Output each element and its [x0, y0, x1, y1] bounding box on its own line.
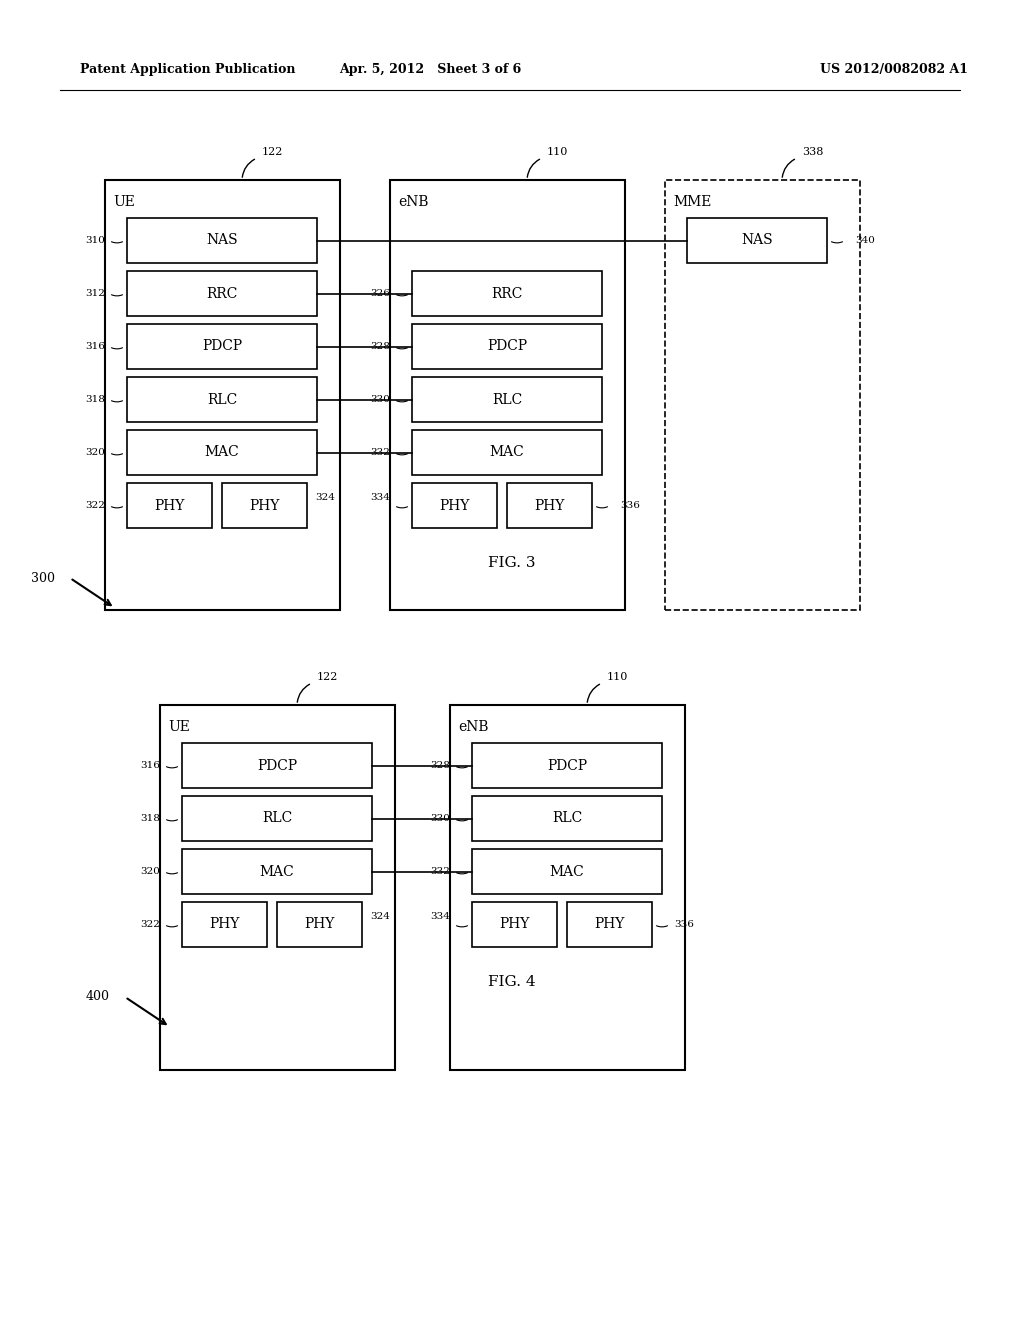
FancyBboxPatch shape — [472, 902, 557, 946]
Text: 320: 320 — [85, 447, 105, 457]
FancyBboxPatch shape — [412, 378, 602, 422]
Text: 312: 312 — [85, 289, 105, 298]
FancyBboxPatch shape — [472, 743, 662, 788]
FancyBboxPatch shape — [127, 378, 317, 422]
FancyBboxPatch shape — [278, 902, 362, 946]
Text: 336: 336 — [620, 502, 640, 510]
FancyBboxPatch shape — [390, 180, 625, 610]
Text: 334: 334 — [370, 492, 390, 502]
FancyBboxPatch shape — [450, 705, 685, 1071]
FancyBboxPatch shape — [412, 323, 602, 370]
FancyBboxPatch shape — [127, 483, 212, 528]
Text: Apr. 5, 2012   Sheet 3 of 6: Apr. 5, 2012 Sheet 3 of 6 — [339, 63, 521, 77]
Text: Patent Application Publication: Patent Application Publication — [80, 63, 296, 77]
FancyBboxPatch shape — [127, 323, 317, 370]
Text: 330: 330 — [430, 814, 450, 822]
Text: UE: UE — [168, 719, 189, 734]
Text: 300: 300 — [31, 572, 55, 585]
Text: PHY: PHY — [249, 499, 280, 512]
Text: RLC: RLC — [262, 812, 292, 825]
Text: 400: 400 — [86, 990, 110, 1003]
Text: RLC: RLC — [207, 392, 238, 407]
Text: MAC: MAC — [550, 865, 585, 879]
FancyBboxPatch shape — [507, 483, 592, 528]
FancyBboxPatch shape — [127, 271, 317, 315]
FancyBboxPatch shape — [127, 430, 317, 475]
Text: PHY: PHY — [500, 917, 529, 932]
Text: PHY: PHY — [209, 917, 240, 932]
FancyBboxPatch shape — [412, 271, 602, 315]
Text: PHY: PHY — [155, 499, 184, 512]
Text: 320: 320 — [140, 867, 160, 876]
Text: 334: 334 — [430, 912, 450, 921]
FancyBboxPatch shape — [412, 430, 602, 475]
Text: 330: 330 — [370, 395, 390, 404]
Text: 324: 324 — [315, 492, 335, 502]
Text: PDCP: PDCP — [547, 759, 587, 772]
Text: 328: 328 — [370, 342, 390, 351]
Text: MAC: MAC — [489, 446, 524, 459]
Text: FIG. 3: FIG. 3 — [488, 556, 536, 570]
FancyBboxPatch shape — [472, 796, 662, 841]
Text: 332: 332 — [430, 867, 450, 876]
Text: 310: 310 — [85, 236, 105, 246]
Text: 316: 316 — [140, 762, 160, 770]
FancyBboxPatch shape — [472, 849, 662, 894]
Text: RRC: RRC — [492, 286, 522, 301]
Text: 122: 122 — [317, 672, 338, 682]
Text: MME: MME — [673, 195, 712, 209]
Text: PHY: PHY — [439, 499, 470, 512]
Text: MAC: MAC — [260, 865, 294, 879]
FancyBboxPatch shape — [222, 483, 307, 528]
Text: 322: 322 — [140, 920, 160, 929]
Text: 318: 318 — [140, 814, 160, 822]
FancyBboxPatch shape — [182, 743, 372, 788]
Text: UE: UE — [113, 195, 135, 209]
FancyBboxPatch shape — [412, 483, 497, 528]
Text: 316: 316 — [85, 342, 105, 351]
Bar — [665, 180, 860, 610]
Text: 328: 328 — [430, 762, 450, 770]
Text: 318: 318 — [85, 395, 105, 404]
FancyBboxPatch shape — [127, 218, 317, 263]
Text: NAS: NAS — [741, 234, 773, 248]
FancyBboxPatch shape — [160, 705, 395, 1071]
Text: eNB: eNB — [398, 195, 428, 209]
FancyBboxPatch shape — [105, 180, 340, 610]
Text: RRC: RRC — [206, 286, 238, 301]
Text: NAS: NAS — [206, 234, 238, 248]
Text: 322: 322 — [85, 502, 105, 510]
Text: US 2012/0082082 A1: US 2012/0082082 A1 — [820, 63, 968, 77]
Text: RLC: RLC — [552, 812, 582, 825]
FancyBboxPatch shape — [567, 902, 652, 946]
Text: PHY: PHY — [594, 917, 625, 932]
FancyBboxPatch shape — [182, 796, 372, 841]
Text: 332: 332 — [370, 447, 390, 457]
Text: PDCP: PDCP — [487, 339, 527, 354]
Text: eNB: eNB — [458, 719, 488, 734]
Text: PHY: PHY — [535, 499, 564, 512]
Text: 340: 340 — [855, 236, 874, 246]
Text: 326: 326 — [370, 289, 390, 298]
FancyBboxPatch shape — [182, 902, 267, 946]
Text: PDCP: PDCP — [257, 759, 297, 772]
Text: PHY: PHY — [304, 917, 335, 932]
Text: 110: 110 — [547, 147, 568, 157]
Text: FIG. 4: FIG. 4 — [488, 975, 536, 989]
Text: 338: 338 — [802, 147, 823, 157]
Text: MAC: MAC — [205, 446, 240, 459]
Text: PDCP: PDCP — [202, 339, 242, 354]
Text: 336: 336 — [674, 920, 694, 929]
Text: RLC: RLC — [492, 392, 522, 407]
FancyBboxPatch shape — [182, 849, 372, 894]
Text: 324: 324 — [370, 912, 390, 921]
Text: 110: 110 — [607, 672, 629, 682]
Text: 122: 122 — [262, 147, 284, 157]
FancyBboxPatch shape — [687, 218, 827, 263]
